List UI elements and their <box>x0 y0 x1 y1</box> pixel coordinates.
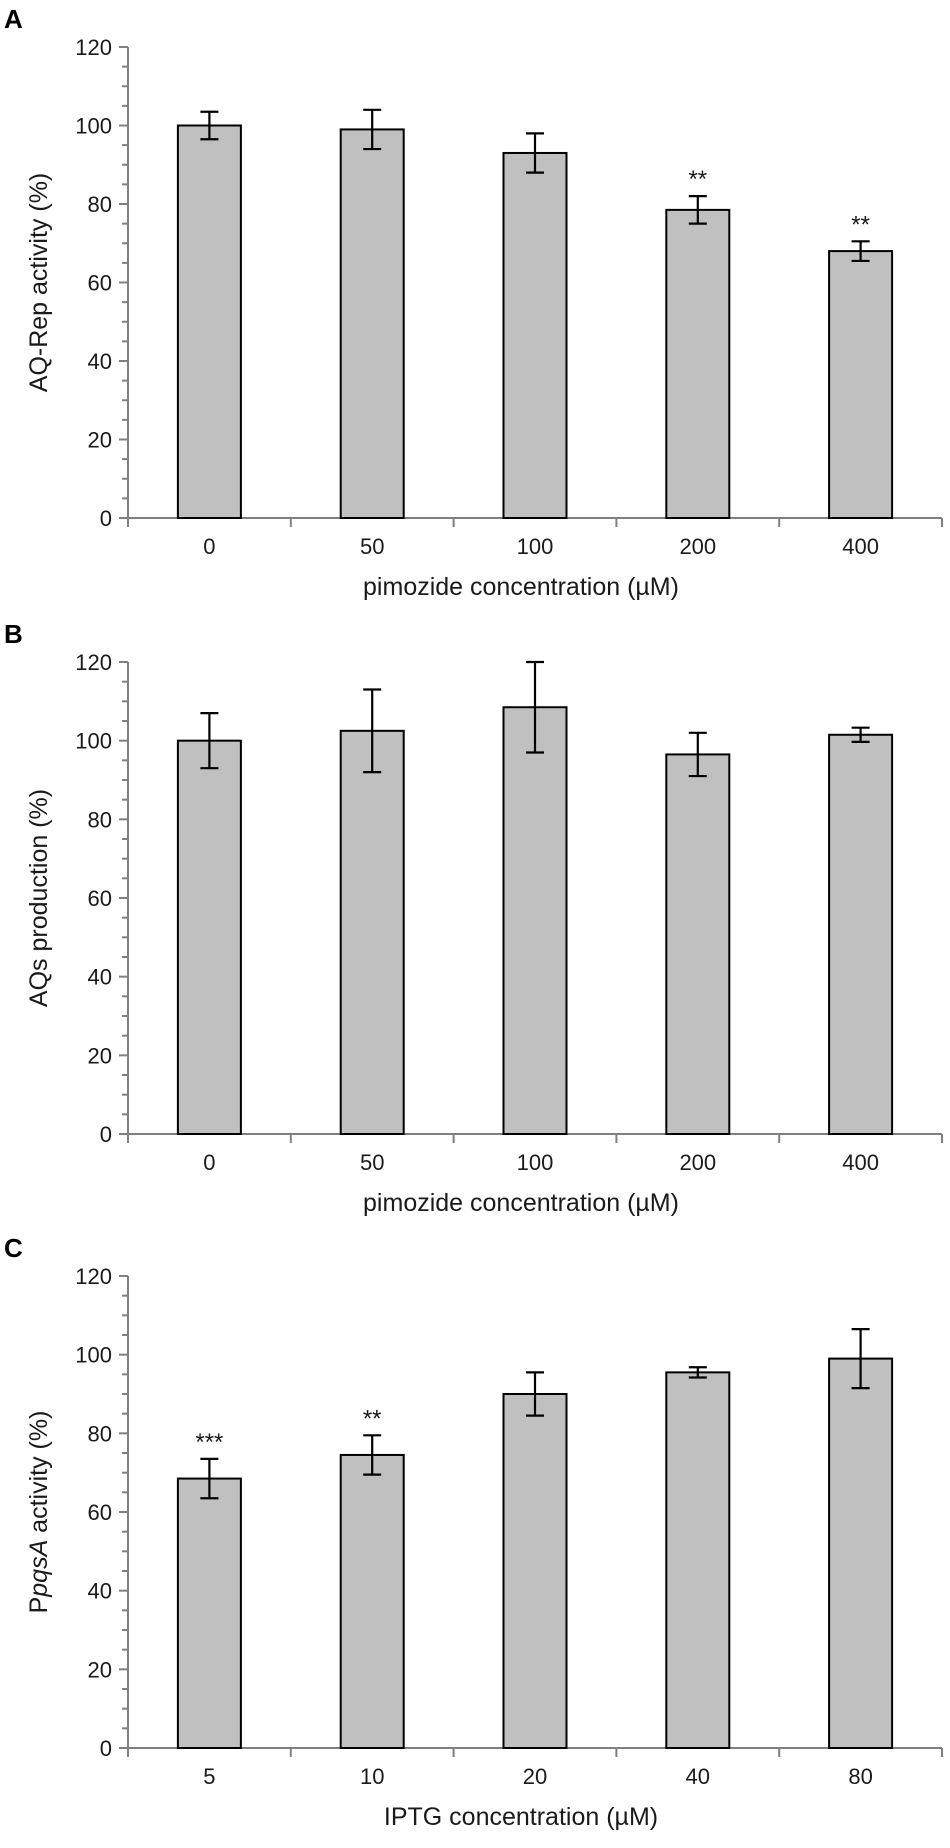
y-tick-label: 120 <box>75 1264 112 1289</box>
chart-panel-b: B 0 20 40 60 80 100 120 0 50 100 200 400 pimozide con… <box>4 619 943 1217</box>
x-tick-label: 20 <box>523 1764 547 1789</box>
y-tick-label: 60 <box>88 271 112 296</box>
y-tick-label: 0 <box>100 1736 112 1761</box>
y-tick-label: 100 <box>75 114 112 139</box>
y-axis-title-italic: pqsA <box>25 1540 53 1598</box>
x-tick-label: 50 <box>360 534 384 559</box>
bar-50 <box>339 128 405 520</box>
x-tick-label: 100 <box>517 1150 554 1175</box>
x-axis-title: pimozide concentration (µM) <box>363 1189 679 1217</box>
x-tick-label: 200 <box>679 534 716 559</box>
y-tick-label: 100 <box>75 1343 112 1368</box>
panel-letter: B <box>4 619 23 649</box>
significance-marker: *** <box>195 1429 223 1456</box>
y-tick-label: 120 <box>75 650 112 675</box>
x-tick-label: 5 <box>203 1764 215 1789</box>
y-tick-label: 120 <box>75 35 112 60</box>
x-tick-label: 40 <box>686 1764 710 1789</box>
y-tick-label: 80 <box>88 192 112 217</box>
y-tick-label: 80 <box>88 1421 112 1446</box>
bar-200 <box>665 208 731 519</box>
y-tick-label: 20 <box>88 1657 112 1682</box>
x-tick-label: 100 <box>517 534 554 559</box>
bar-100 <box>502 151 568 519</box>
x-axis-title: IPTG concentration (µM) <box>384 1803 658 1831</box>
y-tick-label: 60 <box>88 886 112 911</box>
panel-letter: A <box>4 4 23 34</box>
bar-0 <box>176 739 242 1136</box>
y-axis-title-main: P <box>25 1597 53 1614</box>
bar-400 <box>828 733 894 1135</box>
y-axis-title: AQ-Rep activity (%) <box>25 173 53 392</box>
x-tick-label: 10 <box>360 1764 384 1789</box>
y-tick-label: 40 <box>88 349 112 374</box>
bar-5 <box>176 1477 242 1749</box>
x-tick-label: 80 <box>848 1764 872 1789</box>
x-tick-label: 0 <box>203 534 215 559</box>
significance-marker: ** <box>688 166 707 193</box>
significance-marker: ** <box>851 211 870 238</box>
x-tick-label: 0 <box>203 1150 215 1175</box>
y-axis-title-main: AQs production (%) <box>25 789 53 1007</box>
y-tick-label: 0 <box>100 506 112 531</box>
y-tick-label: 40 <box>88 1579 112 1604</box>
y-tick-label: 20 <box>88 428 112 453</box>
y-tick-label: 60 <box>88 1500 112 1525</box>
bar-40 <box>665 1371 731 1750</box>
panel-letter: C <box>4 1233 23 1263</box>
y-axis-title: AQs production (%) <box>25 789 53 1007</box>
y-tick-label: 80 <box>88 807 112 832</box>
bar-20 <box>502 1393 568 1749</box>
chart-panel-c: C 0 20 40 60 80 100 120 5 *** 10 ** 20 40 80 IPTG conce… <box>4 1233 943 1831</box>
bar-400 <box>828 250 894 519</box>
x-tick-label: 400 <box>842 534 879 559</box>
bar-100 <box>502 706 568 1135</box>
bar-200 <box>665 753 731 1136</box>
x-axis-title: pimozide concentration (µM) <box>363 573 679 601</box>
bar-50 <box>339 729 405 1135</box>
y-axis-title-main: AQ-Rep activity (%) <box>25 173 53 392</box>
y-tick-label: 40 <box>88 965 112 990</box>
y-axis-title-suffix: activity (%) <box>25 1411 53 1540</box>
x-tick-label: 200 <box>679 1150 716 1175</box>
x-tick-label: 400 <box>842 1150 879 1175</box>
bar-0 <box>176 124 242 519</box>
y-tick-label: 100 <box>75 729 112 754</box>
y-tick-label: 0 <box>100 1122 112 1147</box>
y-axis-title: PpqsA activity (%) <box>25 1411 53 1614</box>
x-tick-label: 50 <box>360 1150 384 1175</box>
y-tick-label: 20 <box>88 1043 112 1068</box>
bar-10 <box>339 1453 405 1749</box>
bar-80 <box>828 1357 894 1749</box>
chart-panel-a: A 0 20 40 60 80 100 120 0 50 100 200 ** 400 ** pimozide… <box>4 4 943 601</box>
significance-marker: ** <box>363 1405 382 1432</box>
